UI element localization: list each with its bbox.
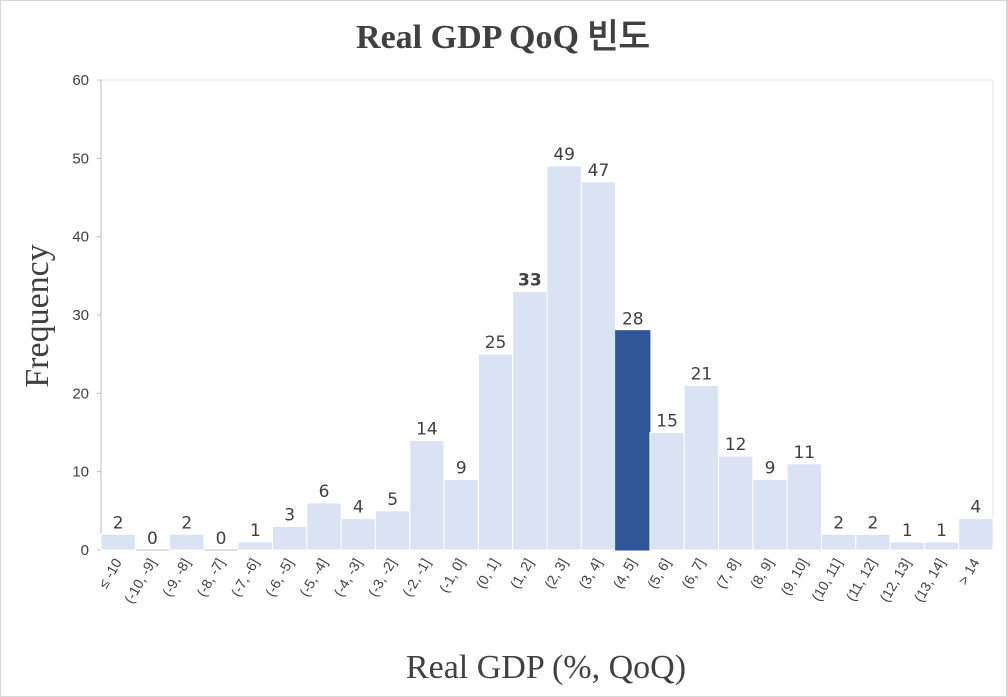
histogram-bar: [786, 463, 822, 551]
y-tick-label: 20: [72, 385, 89, 402]
histogram-bar: [374, 510, 411, 551]
x-tick-label: (8, 9]: [747, 556, 777, 592]
bar-value-label: 9: [456, 459, 467, 479]
histogram-bar: [546, 165, 582, 551]
x-tick-label: (-5, -4]: [296, 556, 330, 600]
bar-value-label: 28: [622, 310, 644, 330]
bar-value-label: 21: [691, 365, 713, 385]
y-tick-label: 30: [72, 307, 89, 324]
y-tick-label: 0: [81, 542, 89, 559]
chart-title: Real GDP QoQ 빈도: [356, 18, 650, 56]
bar-value-label: 33: [518, 271, 542, 291]
x-tick-label: (10, 11]: [808, 556, 845, 604]
histogram-bar: [409, 439, 445, 551]
x-tick-label: ≤ -10: [95, 555, 125, 591]
bar-value-label: 6: [319, 482, 330, 502]
y-tick-label: 40: [72, 229, 89, 246]
x-tick-label: > 14: [955, 555, 983, 587]
histogram-bar: [237, 541, 274, 551]
bar-value-label: 49: [553, 145, 575, 165]
bar-value-label: 25: [485, 333, 507, 353]
highlighted-bar: [615, 330, 651, 551]
bar-value-label: 14: [416, 419, 438, 439]
x-tick-label: (2, 3]: [541, 556, 571, 592]
bar-value-label: 2: [868, 513, 879, 533]
histogram-bar: [820, 533, 857, 551]
x-tick-label: (-6, -5]: [262, 556, 296, 600]
x-tick-label: (13, 14]: [911, 556, 949, 605]
histogram-bar: [580, 181, 617, 551]
bar-value-label: 4: [353, 498, 364, 518]
histogram-bar: [306, 502, 342, 551]
x-tick-label: (-4, -3]: [330, 556, 364, 600]
bar-value-label: 11: [793, 443, 815, 463]
histogram-bar: [512, 291, 548, 551]
histogram-bar: [889, 541, 925, 551]
bar-value-label: 1: [902, 521, 913, 541]
x-tick-label: (4, 5]: [610, 556, 640, 592]
x-tick-label: (12, 13]: [876, 556, 914, 605]
x-tick-label: (-9, -8]: [159, 556, 193, 600]
bar-value-label: 0: [147, 529, 158, 549]
x-tick-label: (6, 7]: [678, 556, 708, 592]
bar-value-label: 5: [387, 490, 398, 510]
histogram-bar: [855, 533, 891, 551]
x-tick-label: (-2, -1]: [399, 556, 433, 600]
x-tick-label: (-1, 0]: [436, 556, 468, 596]
histogram-bar: [923, 541, 960, 551]
bar-value-label: 47: [588, 161, 610, 181]
histogram-bar: [169, 533, 205, 551]
histogram-bar: [272, 526, 308, 551]
bar-value-label: 2: [113, 513, 124, 533]
bar-value-label: 3: [284, 506, 295, 526]
histogram-bar: [718, 455, 754, 551]
x-tick-label: (5, 6]: [644, 556, 674, 592]
x-tick-label: (0, 1]: [472, 556, 502, 592]
x-tick-label: (11, 12]: [842, 556, 879, 604]
histogram-bar: [443, 479, 479, 551]
x-tick-label: (1, 2]: [507, 556, 537, 592]
x-tick-label: (7, 8]: [712, 556, 742, 592]
bar-value-label: 4: [970, 498, 981, 518]
y-tick-label: 10: [72, 464, 89, 481]
histogram-bar: [649, 432, 685, 551]
bar-value-label: 15: [656, 412, 678, 432]
histogram-bar: [100, 533, 136, 551]
bar-value-label: 0: [216, 529, 227, 549]
x-tick-label: (-10, -9]: [121, 556, 159, 606]
x-tick-label: (-3, -2]: [365, 556, 399, 600]
bar-value-label: 1: [250, 521, 261, 541]
y-tick-label: 50: [72, 150, 89, 167]
x-tick-label: (9, 10]: [777, 556, 811, 598]
histogram-bar: [958, 518, 994, 551]
bar-value-label: 2: [181, 513, 192, 533]
histogram-bar: [477, 353, 514, 551]
bar-value-label: 9: [765, 459, 776, 479]
histogram-bar: [683, 385, 720, 551]
bar-value-label: 12: [725, 435, 747, 455]
x-tick-label: (3, 4]: [575, 556, 605, 592]
histogram-bar: [752, 479, 788, 551]
x-tick-label: (-7, -6]: [228, 556, 262, 600]
y-axis-title: Frequency: [19, 244, 56, 388]
y-tick-label: 60: [72, 72, 89, 89]
bar-value-label: 1: [936, 521, 947, 541]
histogram-bar: [340, 518, 376, 551]
x-axis-title: Real GDP (%, QoQ): [406, 649, 686, 686]
x-tick-label: (-8, -7]: [193, 556, 227, 600]
bar-value-label: 2: [833, 513, 844, 533]
